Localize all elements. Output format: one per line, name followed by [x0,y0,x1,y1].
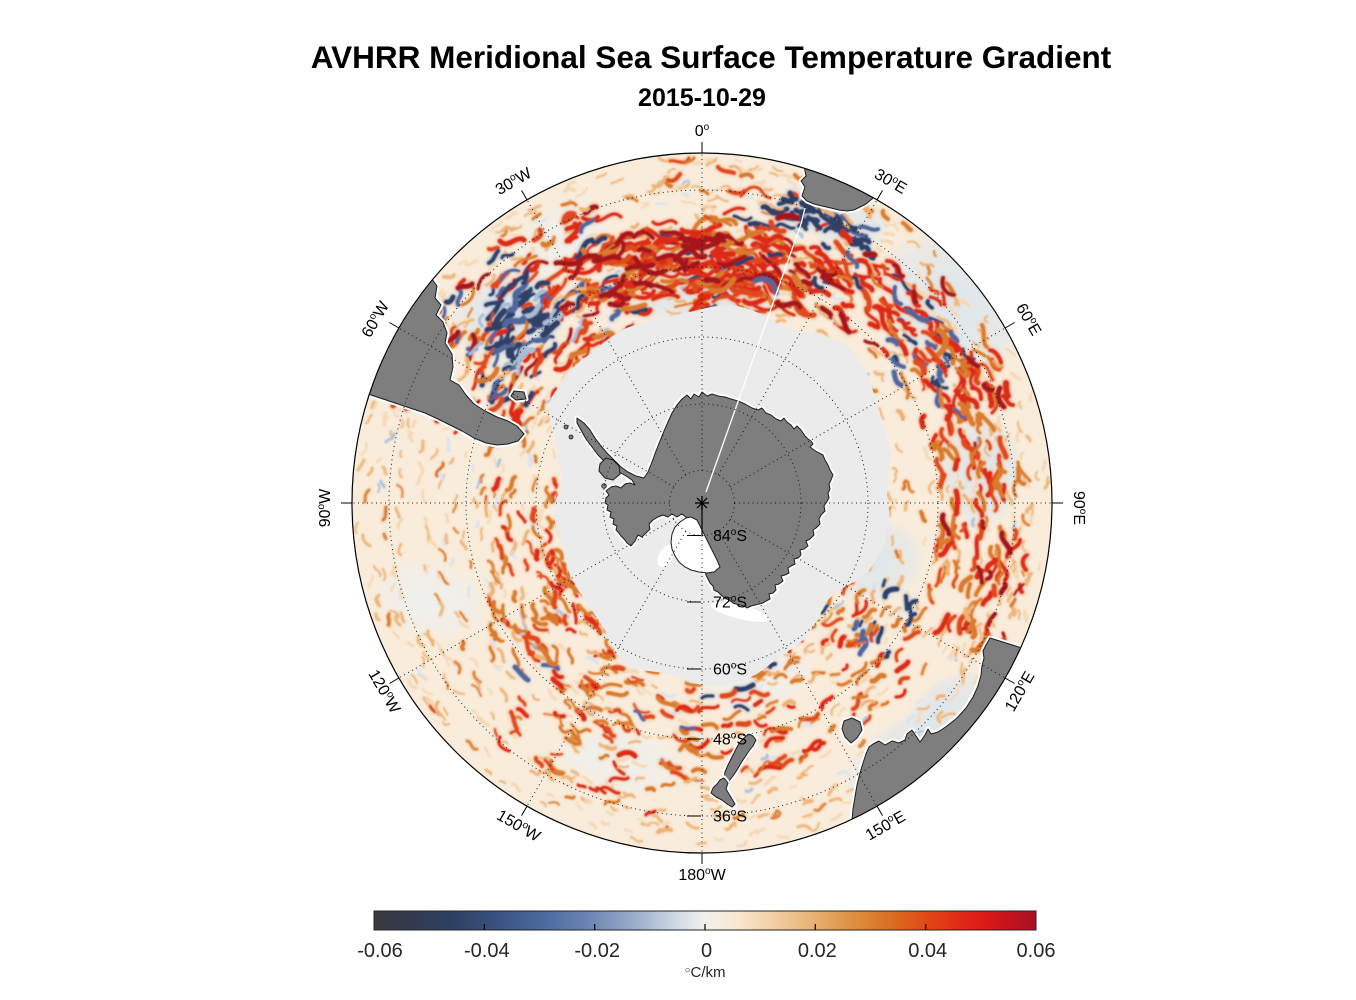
svg-text:84oS: 84oS [713,527,747,545]
svg-text:0.06: 0.06 [1017,940,1056,962]
svg-text:2015-10-29: 2015-10-29 [638,84,766,112]
svg-text:60oS: 60oS [713,661,747,679]
svg-text:-0.04: -0.04 [464,940,510,962]
svg-text:90oW: 90oW [316,488,334,527]
svg-text:0: 0 [701,940,712,962]
svg-text:180oW: 180oW [678,866,726,884]
svg-text:0.02: 0.02 [798,940,837,962]
svg-text:36oS: 36oS [713,808,747,826]
svg-text:-0.06: -0.06 [357,940,403,962]
svg-text:72oS: 72oS [713,594,747,612]
svg-text:AVHRR Meridional Sea Surface T: AVHRR Meridional Sea Surface Temperature… [311,39,1112,75]
svg-text:-0.02: -0.02 [574,940,620,962]
svg-text:90oE: 90oE [1070,491,1088,525]
svg-text:48oS: 48oS [713,731,747,749]
svg-text:○C/km: ○C/km [684,964,725,981]
svg-text:0.04: 0.04 [908,940,947,962]
